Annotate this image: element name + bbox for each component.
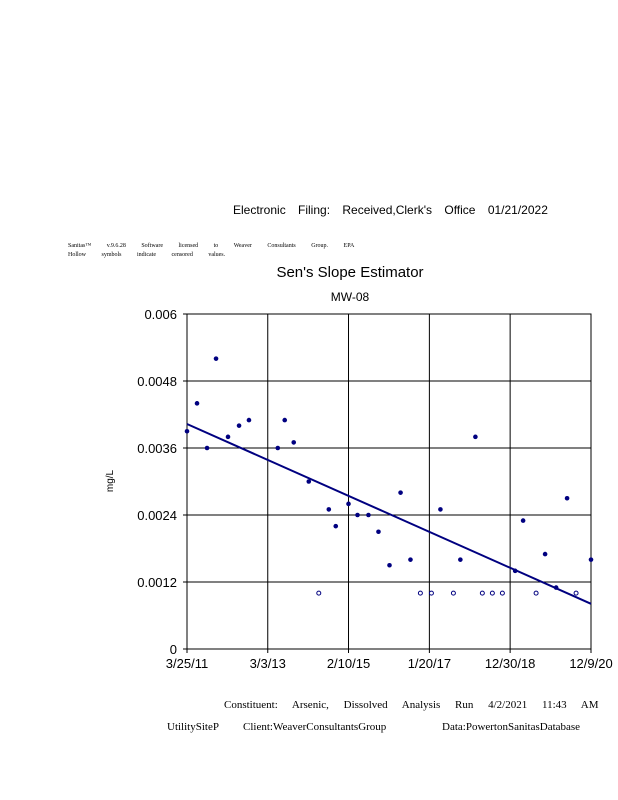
data-point <box>236 423 242 428</box>
data-point <box>282 417 288 423</box>
data-point <box>512 568 518 574</box>
data-point <box>438 507 443 512</box>
censored-point <box>533 590 539 596</box>
data-point <box>473 434 478 440</box>
data-point <box>564 495 570 501</box>
data-point <box>376 529 381 535</box>
censored-point <box>316 590 322 596</box>
data-point <box>408 557 413 562</box>
data-point <box>542 551 548 557</box>
footer-client: Client:WeaverConsultantsGroup <box>243 721 387 733</box>
chart-title: Sen's Slope Estimator <box>276 264 424 281</box>
censored-point <box>499 590 505 596</box>
footer-constituent: Constituent: Arsenic, Dissolved Analysis… <box>224 699 599 711</box>
data-point <box>346 501 351 507</box>
censored-point <box>417 590 423 596</box>
censored-point <box>428 590 434 596</box>
data-point <box>520 518 526 523</box>
data-point <box>398 490 403 495</box>
data-point <box>333 523 339 529</box>
censored-point <box>489 590 495 596</box>
data-point <box>194 401 200 406</box>
data-point <box>366 512 371 518</box>
y-tick-label: 0 <box>170 642 177 657</box>
data-point <box>225 434 231 440</box>
data-point <box>213 356 219 361</box>
x-tick-label: 3/3/13 <box>250 656 286 671</box>
data-point <box>291 440 297 445</box>
x-tick-label: 12/9/20 <box>569 656 612 671</box>
filing-stamp: Electronic Filing: Received,Clerk's Offi… <box>233 203 548 217</box>
data-point <box>275 445 281 451</box>
x-tick-label: 12/30/18 <box>485 656 536 671</box>
plot-frame <box>186 313 592 650</box>
y-tick-label: 0.0036 <box>137 441 177 456</box>
y-tick-label: 0.0024 <box>137 508 177 523</box>
footer-data: Data:PowertonSanitasDatabase <box>442 721 581 733</box>
x-tick-label: 3/25/11 <box>166 656 208 671</box>
data-point <box>184 428 190 434</box>
data-point <box>326 507 332 512</box>
data-point <box>588 557 594 562</box>
license-text: Sanitas™ v.9.6.28 Software licensed to W… <box>68 243 355 249</box>
data-point <box>246 417 252 423</box>
data-point <box>553 585 559 590</box>
data-point <box>458 557 463 562</box>
censored-note: Hollow symbols indicate censored values. <box>68 252 226 258</box>
y-axis-label: mg/L <box>105 469 116 492</box>
y-tick-label: 0.0012 <box>137 575 177 590</box>
x-tick-label: 1/20/17 <box>408 656 451 671</box>
data-point <box>306 479 312 484</box>
chart-subtitle: MW-08 <box>330 290 370 304</box>
censored-point <box>479 590 485 596</box>
x-tick-label: 2/10/15 <box>327 656 370 671</box>
data-point <box>355 512 360 518</box>
y-tick-label: 0.0048 <box>137 374 177 389</box>
data-point <box>204 445 210 451</box>
censored-point <box>450 590 456 596</box>
censored-point <box>573 590 579 596</box>
y-tick-label: 0.006 <box>144 307 177 322</box>
data-point <box>387 562 392 568</box>
trend-line <box>186 423 592 605</box>
footer-site: UtilitySiteP <box>167 721 219 733</box>
